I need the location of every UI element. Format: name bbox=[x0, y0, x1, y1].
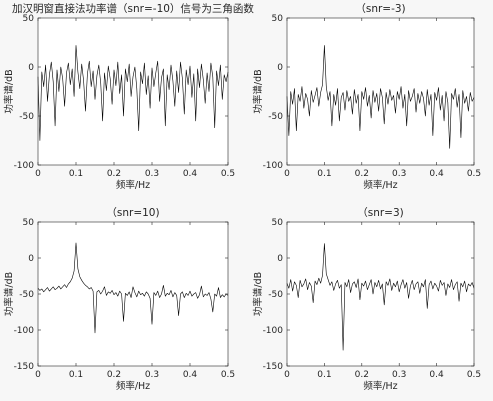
y-tick-label: -100 bbox=[263, 326, 284, 336]
x-axis-label: 频率/Hz bbox=[363, 179, 397, 191]
x-axis-label: 频率/Hz bbox=[116, 179, 150, 191]
series-line bbox=[37, 242, 229, 334]
y-tick-label: 50 bbox=[23, 14, 35, 24]
subplot-2: 0 0.1 0.2 0.3 0.4 0.5 50 0 -50 -100 （snr=-3) 频率/Hz 功… bbox=[252, 3, 481, 191]
x-tick-label: 0.1 bbox=[317, 370, 331, 380]
x-tick-label: 0.4 bbox=[183, 169, 198, 179]
y-axis-label: 功率谱/dB bbox=[252, 69, 264, 113]
y-tick-label: -50 bbox=[268, 112, 283, 122]
subplot-title: （snr=10) bbox=[106, 207, 159, 219]
x-tick-label: 0.2 bbox=[355, 370, 369, 380]
y-tick-label: -100 bbox=[14, 161, 35, 171]
y-tick-label: 50 bbox=[272, 218, 284, 228]
x-tick-label: 0.5 bbox=[467, 370, 481, 380]
y-tick-label: 0 bbox=[277, 254, 283, 264]
x-tick-label: 0.1 bbox=[69, 370, 83, 380]
axes-box bbox=[286, 17, 475, 166]
series-line bbox=[286, 243, 475, 351]
x-tick-label: 0.4 bbox=[429, 370, 444, 380]
y-tick-label: -50 bbox=[19, 290, 34, 300]
y-tick-label: -50 bbox=[19, 112, 34, 122]
x-tick-label: 0.3 bbox=[145, 370, 159, 380]
subplot-title: （snr=-3) bbox=[355, 3, 405, 15]
y-tick-label: -50 bbox=[268, 290, 283, 300]
series-line bbox=[37, 45, 229, 141]
y-tick-label: -100 bbox=[14, 326, 35, 336]
y-tick-label: 0 bbox=[28, 254, 34, 264]
x-tick-label: 0.5 bbox=[221, 169, 235, 179]
y-tick-label: -150 bbox=[263, 362, 284, 372]
axes-box bbox=[37, 17, 229, 166]
x-tick-label: 0.3 bbox=[392, 169, 406, 179]
x-tick-label: 0.2 bbox=[107, 169, 121, 179]
y-axis-label: 功率谱/dB bbox=[252, 272, 264, 316]
y-tick-label: 50 bbox=[23, 218, 35, 228]
y-axis-label: 功率谱/dB bbox=[3, 272, 15, 316]
x-tick-label: 0.3 bbox=[392, 370, 406, 380]
y-tick-label: -150 bbox=[14, 362, 35, 372]
x-tick-label: 0 bbox=[35, 169, 41, 179]
x-tick-label: 0.2 bbox=[107, 370, 121, 380]
y-axis-label: 功率谱/dB bbox=[3, 69, 15, 113]
x-tick-label: 0.4 bbox=[429, 169, 444, 179]
y-tick-label: -100 bbox=[263, 161, 284, 171]
x-tick-label: 0.1 bbox=[69, 169, 83, 179]
x-tick-label: 0.1 bbox=[317, 169, 331, 179]
y-tick-label: 0 bbox=[28, 63, 34, 73]
x-tick-label: 0.2 bbox=[355, 169, 369, 179]
x-tick-label: 0 bbox=[284, 169, 290, 179]
x-tick-label: 0.3 bbox=[145, 169, 159, 179]
subplot-4: 0 0.1 0.2 0.3 0.4 0.5 50 0 -50 -100 -150 （snr=3) 频率/… bbox=[252, 207, 481, 392]
subplot-1: 0 0.1 0.2 0.3 0.4 0.5 50 0 -50 -100 加汉明窗直接法功率谱（snr… bbox=[3, 2, 254, 191]
x-tick-label: 0 bbox=[35, 370, 41, 380]
subplot-title: （snr=3) bbox=[357, 207, 404, 219]
x-tick-label: 0 bbox=[284, 370, 290, 380]
plot-area bbox=[38, 18, 228, 165]
plot-area bbox=[287, 222, 474, 366]
y-tick-label: 50 bbox=[272, 14, 284, 24]
series-line bbox=[286, 45, 475, 149]
x-axis-label: 频率/Hz bbox=[116, 380, 150, 392]
x-tick-label: 0.5 bbox=[221, 370, 235, 380]
subplot-3: 0 0.1 0.2 0.3 0.4 0.5 50 0 -50 -100 -150 （snr=10) 频率… bbox=[3, 207, 235, 392]
subplot-title: 加汉明窗直接法功率谱（snr=-10）信号为三角函数 bbox=[12, 2, 254, 15]
x-tick-label: 0.5 bbox=[467, 169, 481, 179]
x-axis-label: 频率/Hz bbox=[363, 380, 397, 392]
x-tick-label: 0.4 bbox=[183, 370, 198, 380]
y-tick-label: 0 bbox=[277, 63, 283, 73]
